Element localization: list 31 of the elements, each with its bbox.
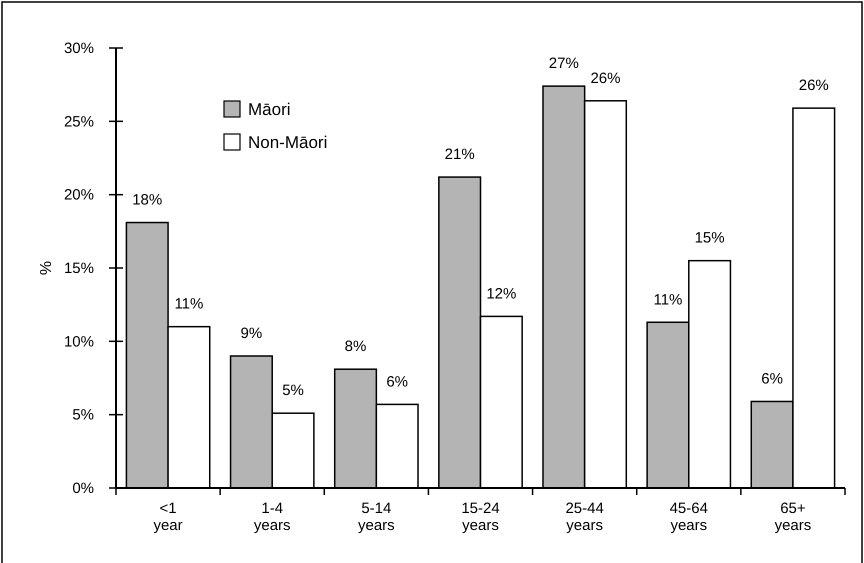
data-label: 26% bbox=[798, 77, 829, 94]
data-label: 9% bbox=[240, 325, 262, 342]
x-tick-label: <1 year bbox=[153, 500, 183, 534]
y-tick-label: 5% bbox=[72, 406, 94, 424]
x-tick-label: 1-4 years bbox=[254, 500, 291, 534]
legend-label: Non-Māori bbox=[248, 133, 328, 152]
y-tick-label: 10% bbox=[64, 333, 94, 350]
x-tick-label: 25-44 years bbox=[565, 500, 604, 534]
data-label: 8% bbox=[344, 338, 366, 356]
data-label: 21% bbox=[444, 146, 475, 164]
y-tick-label: 20% bbox=[64, 186, 94, 204]
data-label: 6% bbox=[386, 373, 408, 390]
y-tick-label: 15% bbox=[64, 260, 94, 277]
y-axis-title: % bbox=[38, 260, 55, 276]
data-label: 18% bbox=[132, 192, 162, 209]
x-tick-label: 45-64 years bbox=[670, 500, 708, 534]
legend-label: Māori bbox=[248, 100, 291, 119]
x-tick-label: 65+ years bbox=[774, 500, 812, 534]
y-tick-label: 0% bbox=[72, 480, 94, 497]
data-label: 6% bbox=[761, 370, 783, 388]
data-label: 26% bbox=[590, 70, 620, 87]
x-tick-label: 5-14 years bbox=[358, 500, 395, 534]
data-label: 5% bbox=[282, 382, 304, 400]
x-tick-label: 15-24 years bbox=[461, 500, 500, 534]
data-label: 11% bbox=[174, 296, 204, 313]
data-label: 12% bbox=[486, 285, 516, 302]
y-tick-label: 25% bbox=[64, 113, 94, 130]
data-label: 27% bbox=[548, 55, 579, 72]
y-tick-label: 30% bbox=[64, 40, 94, 57]
data-label: 15% bbox=[694, 230, 725, 247]
data-label: 11% bbox=[653, 291, 682, 308]
